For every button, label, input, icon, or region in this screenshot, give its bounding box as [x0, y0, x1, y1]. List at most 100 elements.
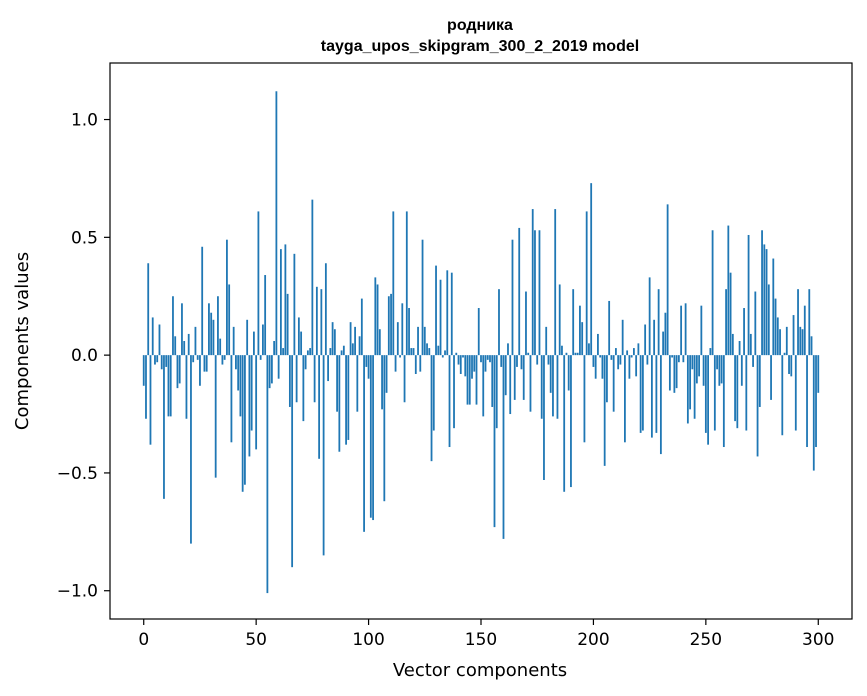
bar-181 — [549, 355, 552, 393]
bar-6 — [156, 355, 159, 363]
bar-87 — [338, 355, 341, 452]
bar-213 — [621, 319, 624, 356]
bar-0 — [142, 355, 145, 386]
bar-4 — [151, 317, 154, 356]
bar-29 — [208, 303, 210, 356]
bar-77 — [315, 286, 318, 356]
bar-95 — [356, 355, 359, 412]
bar-168 — [520, 355, 523, 370]
bar-142 — [462, 355, 464, 358]
bar-235 — [671, 355, 674, 358]
bar-22 — [192, 355, 195, 363]
bar-71 — [302, 355, 305, 422]
bar-186 — [561, 345, 563, 356]
bar-192 — [574, 352, 577, 356]
bar-253 — [711, 230, 714, 356]
bar-263 — [734, 355, 736, 422]
bar-25 — [199, 355, 201, 386]
bar-266 — [740, 355, 743, 386]
bar-178 — [543, 355, 545, 480]
bar-15 — [176, 355, 179, 389]
bar-17 — [181, 303, 183, 356]
chart-subtitle: tayga_upos_skipgram_300_2_2019 model — [321, 38, 639, 55]
bar-234 — [668, 355, 671, 391]
bar-163 — [509, 355, 512, 415]
bar-5 — [154, 355, 156, 365]
bar-41 — [235, 355, 237, 370]
y-tick-label-0: 1.0 — [71, 111, 98, 131]
bar-259 — [725, 289, 727, 356]
bar-152 — [484, 355, 487, 372]
bar-36 — [223, 355, 226, 360]
bar-57 — [270, 355, 273, 384]
bar-269 — [747, 234, 750, 356]
bar-246 — [695, 355, 698, 384]
bar-49 — [253, 331, 255, 356]
y-tick-label-4: −1.0 — [57, 582, 98, 602]
bar-275 — [761, 230, 763, 356]
bar-279 — [770, 355, 772, 400]
bar-38 — [228, 284, 231, 356]
bar-103 — [374, 277, 377, 356]
bar-2 — [147, 263, 150, 356]
bar-248 — [700, 305, 703, 356]
bar-39 — [230, 355, 233, 443]
bar-207 — [608, 300, 611, 356]
bar-158 — [498, 289, 500, 356]
bar-227 — [653, 319, 656, 356]
bar-247 — [698, 355, 700, 377]
bar-191 — [572, 289, 575, 356]
bar-94 — [354, 326, 356, 356]
bar-24 — [196, 355, 199, 360]
bar-223 — [644, 324, 647, 356]
bar-212 — [619, 355, 622, 365]
bar-64 — [286, 293, 289, 356]
y-tick-label-2: 0.0 — [71, 346, 98, 366]
bar-56 — [268, 355, 271, 389]
bar-166 — [516, 355, 518, 367]
bar-176 — [538, 230, 541, 356]
bar-190 — [570, 355, 572, 488]
bar-75 — [311, 199, 314, 356]
bar-146 — [471, 355, 473, 379]
bar-157 — [495, 355, 498, 429]
bar-179 — [545, 326, 548, 356]
bar-183 — [554, 209, 557, 356]
bar-21 — [190, 355, 192, 544]
bar-7 — [158, 324, 161, 356]
bar-109 — [387, 296, 390, 356]
bar-250 — [704, 355, 707, 433]
bar-153 — [486, 355, 489, 360]
x-tick-label-50: 50 — [245, 630, 267, 650]
bar-136 — [448, 355, 451, 448]
bar-135 — [446, 270, 449, 356]
bar-230 — [659, 355, 662, 455]
bar-113 — [396, 322, 399, 356]
bar-53 — [262, 324, 264, 356]
bar-90 — [345, 355, 347, 445]
bar-293 — [801, 329, 804, 356]
bar-233 — [666, 204, 669, 356]
bar-26 — [201, 246, 204, 356]
bar-188 — [565, 352, 568, 356]
bar-242 — [686, 355, 689, 424]
bar-231 — [662, 331, 665, 356]
y-tick-label-1: 0.5 — [71, 228, 98, 248]
bar-78 — [318, 355, 321, 459]
bar-214 — [624, 355, 626, 443]
bar-244 — [691, 355, 694, 370]
x-tick-label-0: 0 — [138, 630, 149, 650]
bar-11 — [167, 355, 170, 417]
bar-100 — [367, 355, 370, 379]
bar-167 — [518, 227, 521, 356]
bar-180 — [547, 355, 550, 365]
bar-12 — [169, 355, 172, 417]
bar-215 — [626, 350, 629, 356]
bar-72 — [304, 355, 307, 370]
bar-127 — [428, 348, 431, 356]
bar-292 — [799, 326, 802, 356]
bar-150 — [480, 355, 482, 363]
bar-175 — [536, 355, 539, 365]
bar-45 — [244, 355, 246, 485]
